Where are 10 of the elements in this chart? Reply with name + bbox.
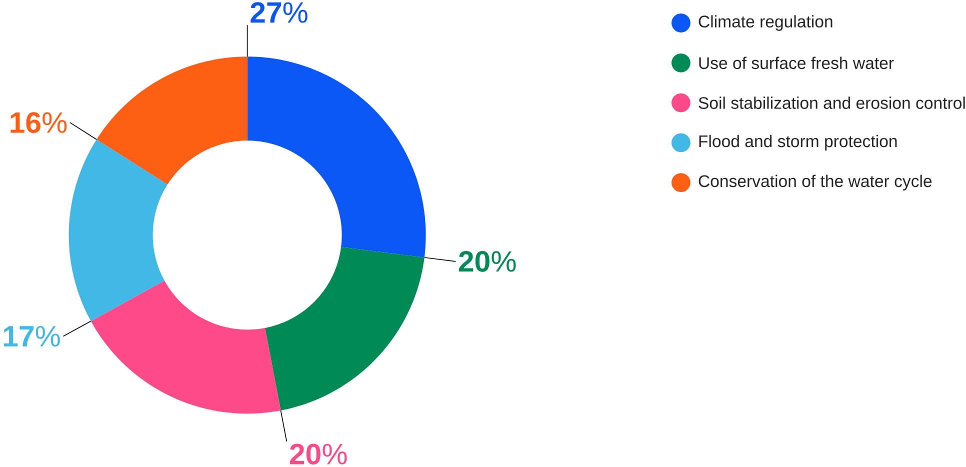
legend-label: Conservation of the water cycle bbox=[698, 174, 932, 191]
legend-label: Flood and storm protection bbox=[699, 135, 897, 151]
data-label: 20% bbox=[458, 251, 516, 272]
legend-label: Climate regulation bbox=[698, 15, 832, 32]
legend-label: Soil stabilization and erosion control bbox=[698, 96, 965, 110]
data-label: 27% bbox=[250, 2, 308, 23]
data-label: 16% bbox=[10, 112, 67, 134]
data-label: 17% bbox=[4, 326, 60, 347]
data-label: 20% bbox=[290, 444, 347, 465]
legend-label: Use of surface fresh water bbox=[699, 56, 894, 70]
